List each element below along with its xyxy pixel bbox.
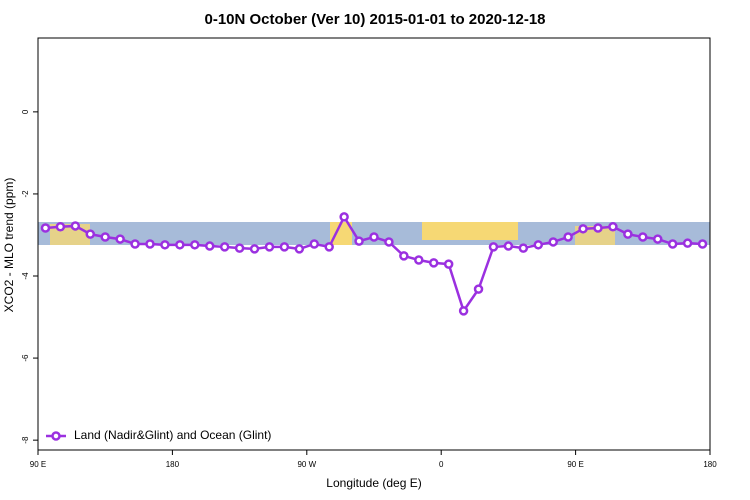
data-point (458, 306, 469, 316)
data-point (234, 243, 245, 253)
data-point (354, 236, 364, 246)
x-axis-label: Longitude (deg E) (326, 476, 421, 490)
data-point (160, 240, 170, 250)
data-point (488, 242, 499, 252)
data-point (145, 239, 155, 249)
data-point (443, 259, 454, 269)
data-point (503, 241, 514, 251)
data-point (473, 284, 484, 294)
data-point (593, 223, 603, 233)
data-point (384, 237, 394, 247)
data-point (369, 232, 379, 242)
plot-frame (37, 37, 711, 451)
data-point (219, 242, 230, 252)
data-point (55, 222, 66, 232)
data-point (667, 239, 678, 249)
data-point (190, 240, 200, 250)
x-tick-label: 90 W (297, 460, 316, 469)
y-axis-label: XCO2 - MLO trend (ppm) (2, 178, 16, 313)
data-point (249, 244, 260, 254)
data-point (294, 244, 305, 254)
data-point (697, 239, 708, 249)
data-point (652, 234, 663, 244)
data-point (264, 242, 275, 252)
data-point (85, 229, 96, 239)
y-tick-label: -4 (21, 272, 30, 280)
data-point (608, 222, 618, 232)
y-tick-label: -8 (21, 436, 30, 444)
chart-title: 0-10N October (Ver 10) 2015-01-01 to 202… (204, 11, 545, 28)
data-point (548, 237, 558, 247)
data-point (324, 242, 334, 252)
data-point (115, 234, 125, 244)
data-point (638, 232, 648, 242)
data-point (518, 243, 529, 253)
data-point (682, 238, 693, 248)
data-point (623, 229, 633, 239)
data-point (428, 258, 439, 268)
data-point (130, 239, 140, 249)
x-tick-label: 0 (439, 460, 444, 469)
data-point (175, 240, 185, 250)
y-tick-label: 0 (21, 109, 30, 114)
data-point (204, 241, 215, 251)
data-point (100, 232, 110, 242)
data-point (533, 240, 544, 250)
y-tick-label: -2 (21, 190, 30, 198)
legend-label: Land (Nadir&Glint) and Ocean (Glint) (74, 428, 271, 442)
x-tick-label: 180 (703, 460, 717, 469)
data-point (414, 255, 424, 265)
x-tick-label: 90 E (30, 460, 46, 469)
data-point (40, 223, 51, 233)
data-point (578, 224, 588, 234)
data-point (563, 232, 573, 242)
x-tick-label: 90 E (567, 460, 583, 469)
x-tick-label: 180 (166, 460, 180, 469)
data-point (399, 251, 409, 261)
data-point (309, 239, 320, 249)
data-point (339, 212, 349, 222)
data-point (70, 221, 81, 231)
legend-marker (51, 431, 61, 441)
y-tick-label: -6 (21, 354, 30, 362)
data-point (279, 242, 290, 252)
